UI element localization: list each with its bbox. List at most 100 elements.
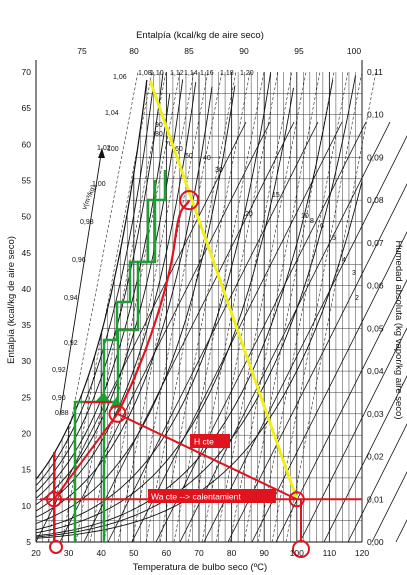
bottom-tick-label: 50	[129, 548, 139, 558]
bottom-axis-title: Temperatura de bulbo seco (ºC)	[133, 562, 267, 573]
specific-volume-label: 1,00	[92, 181, 106, 188]
right-tick-label: 0,03	[367, 409, 384, 419]
red-state-marker	[108, 404, 127, 423]
relative-humidity-label: 40	[203, 155, 211, 162]
left-tick-label: 10	[22, 501, 32, 511]
h-cte-box	[190, 434, 230, 448]
yellow-process-line	[148, 80, 299, 500]
relative-humidity-label: 60	[175, 146, 183, 153]
relative-humidity-label: 20	[245, 211, 253, 218]
relative-humidity-curve	[35, 72, 164, 493]
relative-humidity-curve	[35, 85, 236, 524]
right-tick-label: 0,06	[367, 281, 384, 291]
specific-volume-label: 1,04	[105, 110, 119, 117]
left-tick-label: 40	[22, 284, 32, 294]
red-axis-marker	[292, 540, 310, 558]
red-axis-marker	[49, 540, 63, 554]
red-state-marker	[288, 491, 305, 508]
specific-volume-label: 1,12	[170, 70, 184, 77]
specific-volume-label: 1,16	[200, 70, 214, 77]
red-state-marker	[179, 190, 200, 211]
volume-arrow	[59, 147, 103, 416]
right-tick-label: 0,11	[367, 67, 383, 77]
left-tick-label: 70	[22, 67, 32, 77]
relative-humidity-label: 4	[342, 257, 346, 264]
enthalpy-line	[83, 121, 295, 543]
process-overlay	[40, 80, 362, 558]
specific-volume-label: 1,06	[113, 74, 127, 81]
wa-cte-label: Wa cte --> calentamient	[151, 492, 241, 502]
relative-humidity-label: 2	[355, 295, 359, 302]
red-state-marker	[46, 491, 62, 508]
left-tick-label: 50	[22, 212, 32, 222]
relative-humidity-label: 30	[215, 167, 223, 174]
right-axis-title: Humedad absoluta (kg vapor/kg aire seco)	[393, 240, 404, 419]
specific-volume-label: 1,08	[138, 70, 152, 77]
relative-humidity-label: 8	[310, 218, 314, 225]
relative-humidity-label: 70	[165, 141, 173, 148]
bottom-tick-label: 80	[227, 548, 237, 558]
top-tick-label: 85	[184, 46, 194, 56]
bottom-tick-label: 70	[194, 548, 204, 558]
relative-humidity-label: 5	[332, 235, 336, 242]
green-marker	[95, 392, 110, 402]
relative-humidity-label: 80	[155, 131, 163, 138]
specific-volume-label: 0,96	[72, 257, 86, 264]
bottom-tick-label: 20	[31, 548, 41, 558]
left-axis-title: Entalpía (kcal/kg de aire seco)	[6, 236, 17, 364]
relative-humidity-label: 50	[185, 153, 193, 160]
bottom-tick-label: 40	[96, 548, 106, 558]
specific-volume-label: 1,10	[150, 70, 164, 77]
wa-cte-box	[148, 489, 276, 503]
specific-volume-label: 0,88	[55, 410, 69, 417]
top-tick-label: 95	[294, 46, 304, 56]
left-tick-label: 5	[26, 537, 31, 547]
top-tick-label: 100	[347, 46, 361, 56]
enthalpy-line	[323, 375, 407, 543]
right-tick-label: 0,09	[367, 152, 384, 162]
left-tick-label: 55	[22, 175, 32, 185]
right-tick-label: 0,08	[367, 195, 384, 205]
left-tick-label: 20	[22, 429, 32, 439]
relative-humidity-label: 15	[272, 192, 280, 199]
left-tick-label: 30	[22, 356, 32, 366]
relative-humidity-label: 90	[155, 122, 163, 129]
red-h-cte-line	[117, 412, 298, 501]
relative-humidity-label: 10	[301, 213, 309, 220]
top-tick-label: 75	[77, 46, 87, 56]
enthalpy-line	[227, 183, 407, 543]
specific-volume-label: 0,98	[80, 219, 94, 226]
top-tick-label: 90	[239, 46, 249, 56]
right-tick-label: 0,04	[367, 366, 384, 376]
right-tick-label: 0,07	[367, 238, 384, 248]
bottom-tick-label: 110	[323, 548, 337, 558]
relative-humidity-curve	[35, 82, 197, 512]
tick-labels: 20 30 40 50 60 70 80 90 100 110 120510152025303540…	[22, 46, 384, 558]
enthalpy-line	[35, 121, 247, 543]
right-tick-label: 0,05	[367, 323, 384, 333]
enthalpy-line	[275, 279, 407, 543]
left-tick-label: 25	[22, 392, 32, 402]
bottom-tick-label: 90	[259, 548, 269, 558]
right-tick-label: 0,10	[367, 110, 384, 120]
relative-humidity-label: 6	[320, 223, 324, 230]
relative-humidity-curve	[35, 85, 154, 486]
specific-volume-lines: 0,880,900,920,920,940,960,981,001,021,04…	[47, 70, 377, 543]
top-tick-label: 80	[129, 46, 139, 56]
enthalpy-line	[347, 423, 407, 543]
specific-volume-label: 0,92	[52, 367, 66, 374]
right-tick-label: 0,02	[367, 452, 384, 462]
enthalpy-line	[179, 121, 391, 543]
left-tick-label: 35	[22, 320, 32, 330]
h-cte-label: H cte	[194, 437, 214, 447]
relative-humidity-curve	[35, 87, 294, 534]
left-tick-label: 60	[22, 139, 32, 149]
bottom-tick-label: 120	[355, 548, 369, 558]
specific-volume-label: 0,90	[52, 395, 66, 402]
relative-humidity-label: 3	[352, 270, 356, 277]
specific-volume-label: 1,18	[220, 70, 234, 77]
specific-volume-label: 0,94	[64, 295, 78, 302]
enthalpy-line	[59, 121, 271, 543]
specific-volume-label: 1,20	[240, 70, 254, 77]
